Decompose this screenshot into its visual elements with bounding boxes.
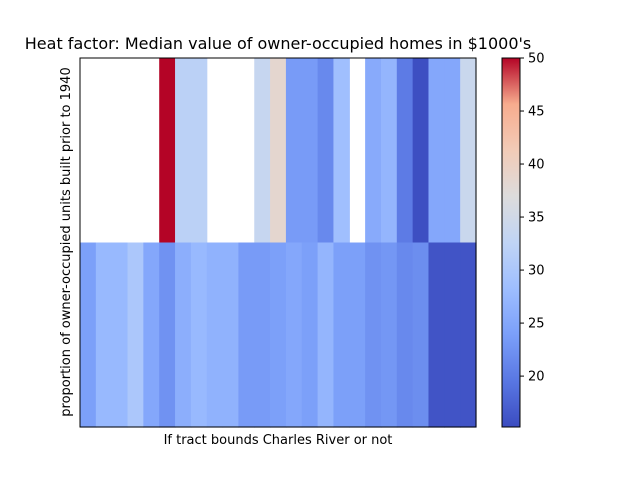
heatmap-cell [175,58,192,244]
heatmap-cell [238,242,255,428]
heatmap-cell [190,242,208,428]
heatmap-cell [206,242,224,428]
heatmap-cell [111,242,129,428]
chart-title: Heat factor: Median value of owner-occup… [25,34,531,53]
heatmap-cell [317,242,335,428]
y-axis-label: proportion of owner-occupied units built… [59,67,74,416]
heatmap-cell [412,242,430,428]
heatmap-cell [412,58,430,244]
heatmap-cell [270,58,287,244]
heatmap-cell [254,58,271,244]
colorbar-tick-label: 40 [528,158,545,173]
heatmap-cell [460,242,477,428]
heatmap-cell [159,242,176,428]
heatmap-cell [190,58,208,244]
plot-frame [79,57,477,428]
colorbar-tick-label: 30 [528,264,545,279]
heatmap-cell [301,242,319,428]
heatmap-cell [428,242,445,428]
heatmap-cell [95,242,113,428]
colorbar-gradient [501,57,521,428]
heatmap-cell [365,242,382,428]
heatmap-cell [444,58,461,244]
heatmap-cell [444,242,461,428]
colorbar-tick-label: 35 [528,211,545,226]
heatmap-cell [396,58,414,244]
heatmap-cell [143,242,160,428]
colorbar: 20 25 30 35 40 45 50 [501,52,545,428]
heatmap-cells [80,58,477,428]
heatmap-cell [460,58,477,244]
heatmap-cell [159,58,176,244]
heatmap-cell [285,58,303,244]
heatmap-cell [127,242,144,428]
heatmap-cell [428,58,445,244]
heatmap-cell [333,242,350,428]
heatmap-cell [270,242,287,428]
heatmap-cell [222,242,239,428]
colorbar-tick-label: 25 [528,317,545,332]
heatmap-cell [285,242,303,428]
x-axis-label: If tract bounds Charles River or not [164,433,393,448]
heatmap-cell [380,58,398,244]
colorbar-ticks: 20 25 30 35 40 45 50 [520,52,545,385]
heatmap-cell [333,58,350,244]
colorbar-tick-label: 50 [528,52,545,67]
heatmap-cell [365,58,382,244]
heatmap-cell [80,242,97,428]
heatmap-cell [349,242,366,428]
heatmap-cell [396,242,414,428]
heatmap-cell [301,58,319,244]
colorbar-tick-label: 45 [528,105,545,120]
heatmap-cell [175,242,192,428]
heatmap-cell [380,242,398,428]
heatmap-cell [317,58,335,244]
colorbar-tick-label: 20 [528,370,545,385]
heatmap-cell [254,242,271,428]
